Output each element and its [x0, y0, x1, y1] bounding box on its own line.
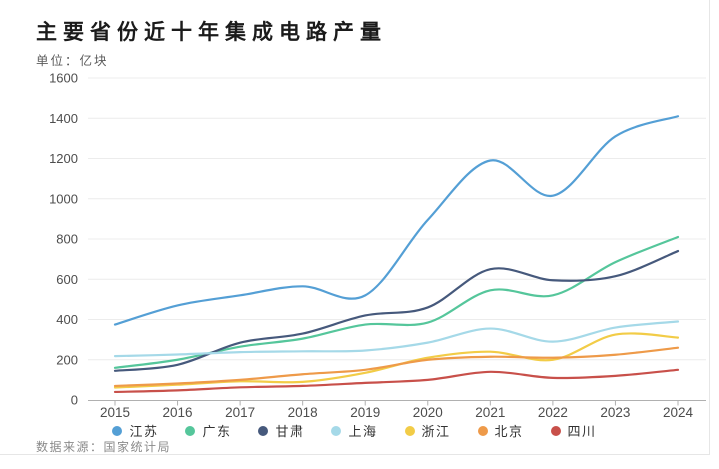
legend-dot-icon	[477, 425, 488, 436]
legend-dot-icon	[550, 425, 561, 436]
legend-dot-icon	[331, 425, 342, 436]
chart-card: 主要省份近十年集成电路产量 单位：亿块 0 200 400 600 800 1000 120…	[0, 0, 710, 455]
legend-item-5[interactable]: 北京	[477, 421, 524, 440]
series-line-6	[113, 368, 680, 394]
chart-title: 主要省份近十年集成电路产量	[36, 21, 387, 44]
legend-dot-icon	[112, 425, 123, 436]
x-axis-label-2021: 2021	[475, 405, 505, 420]
y-axis-label-1400: 1400	[49, 111, 78, 126]
legend-label: 上海	[348, 424, 378, 439]
legend-label: 北京	[494, 424, 524, 439]
legend-dot-icon	[185, 425, 196, 436]
series-line-3	[113, 320, 680, 358]
legend-dot-icon	[258, 425, 269, 436]
y-axis-label-1600: 1600	[49, 71, 78, 86]
legend-item-1[interactable]: 广东	[185, 421, 231, 440]
x-axis-label-2016: 2016	[163, 405, 193, 420]
series-line-0	[113, 115, 680, 326]
legend-label: 甘肃	[275, 424, 305, 439]
chart-legend: 江苏 广东 甘肃 上海 浙江 北京 四川	[0, 421, 709, 440]
y-axis-label-600: 600	[56, 272, 78, 287]
x-axis-label-2018: 2018	[288, 405, 318, 420]
unit-label: 单位：亿块	[36, 54, 109, 68]
legend-label: 浙江	[421, 424, 451, 439]
series-line-5	[113, 346, 680, 388]
y-axis-label-200: 200	[56, 352, 78, 367]
legend-item-2[interactable]: 甘肃	[258, 421, 304, 440]
x-axis-label-2015: 2015	[100, 405, 130, 420]
y-axis-label-800: 800	[56, 232, 78, 247]
x-axis-label-2024: 2024	[663, 405, 694, 420]
x-axis-label-2019: 2019	[350, 405, 380, 420]
y-axis-label-1200: 1200	[49, 151, 78, 166]
legend-item-3[interactable]: 上海	[331, 421, 377, 440]
legend-label: 江苏	[129, 424, 159, 439]
y-axis-label-1000: 1000	[49, 191, 78, 206]
y-axis-label-400: 400	[56, 312, 78, 327]
line-chart: 0 200 400 600 800 1000 1200 1400 1600 2015 2016 201…	[49, 71, 706, 420]
y-axis-label-0: 0	[71, 393, 78, 408]
x-axis-label-2017: 2017	[225, 405, 255, 420]
x-axis-label-2023: 2023	[600, 405, 630, 420]
series-line-4	[113, 332, 680, 389]
legend-label: 四川	[567, 424, 597, 439]
x-axis-label-2022: 2022	[538, 405, 568, 420]
legend-item-4[interactable]: 浙江	[404, 421, 451, 440]
legend-item-6[interactable]: 四川	[550, 421, 597, 440]
legend-label: 广东	[202, 424, 232, 439]
legend-dot-icon	[404, 425, 415, 436]
x-axis-label-2020: 2020	[413, 405, 443, 420]
legend-item-0[interactable]: 江苏	[112, 421, 158, 440]
data-source: 数据来源：国家统计局	[36, 440, 172, 454]
